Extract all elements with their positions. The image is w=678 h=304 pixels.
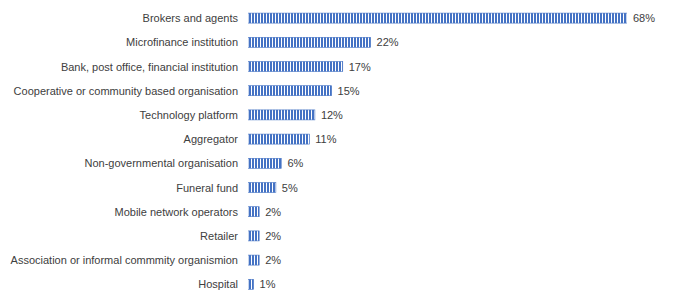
category-label: Mobile network operators	[114, 206, 238, 218]
bar	[248, 37, 371, 47]
data-label: 1%	[260, 278, 276, 290]
bar	[248, 158, 281, 168]
data-label: 2%	[265, 254, 281, 266]
bar	[248, 13, 627, 23]
data-label: 15%	[338, 85, 360, 97]
bar	[248, 183, 276, 193]
category-label: Technology platform	[140, 109, 238, 121]
bars	[248, 13, 627, 289]
category-label: Aggregator	[184, 133, 239, 145]
data-label: 5%	[282, 182, 298, 194]
category-label: Association or informal commmity organis…	[11, 254, 238, 266]
bar	[248, 207, 259, 217]
category-label: Non-governmental organisation	[85, 157, 238, 169]
category-label: Hospital	[198, 278, 238, 290]
data-label: 6%	[287, 157, 303, 169]
bar	[248, 231, 259, 241]
data-label: 68%	[633, 12, 655, 24]
data-label: 2%	[265, 206, 281, 218]
chart: Brokers and agents 68% Microfinance instit…	[0, 0, 678, 304]
bar	[248, 86, 332, 96]
bar	[248, 62, 343, 72]
category-label: Microfinance institution	[126, 36, 238, 48]
category-label: Funeral fund	[176, 182, 238, 194]
category-label: Cooperative or community based organisat…	[14, 85, 238, 97]
bar	[248, 279, 254, 289]
bar	[248, 255, 259, 265]
labels: Brokers and agents 68% Microfinance instit…	[11, 12, 656, 290]
data-label: 12%	[321, 109, 343, 121]
bar	[248, 110, 315, 120]
data-label: 17%	[349, 61, 371, 73]
data-label: 2%	[265, 230, 281, 242]
data-label: 22%	[377, 36, 399, 48]
data-label: 11%	[315, 133, 336, 145]
category-label: Retailer	[200, 230, 238, 242]
category-label: Brokers and agents	[143, 12, 239, 24]
bar	[248, 134, 309, 144]
category-label: Bank, post office, financial institution	[61, 61, 238, 73]
